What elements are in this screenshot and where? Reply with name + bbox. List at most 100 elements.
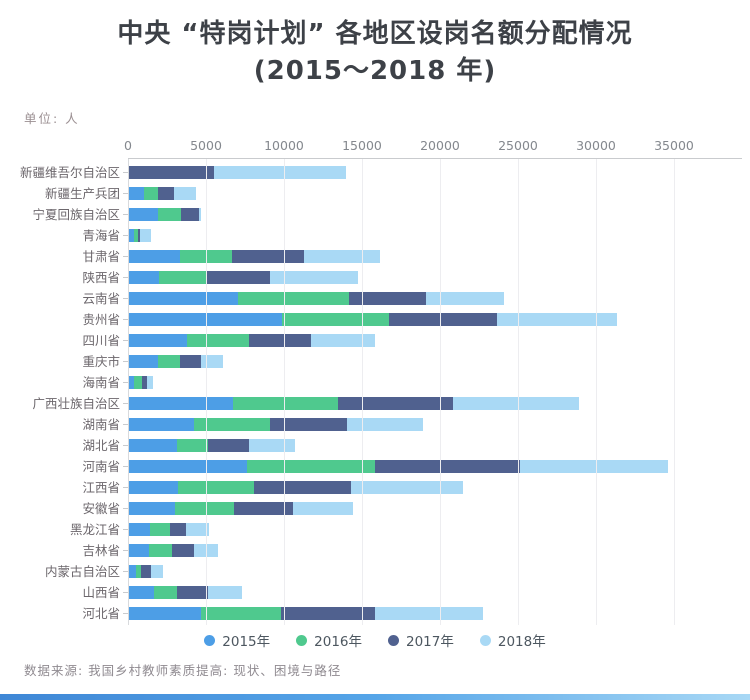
bar-segment-2015年[interactable] <box>128 502 175 515</box>
legend-item-2016年[interactable]: 2016年 <box>296 630 362 650</box>
bar-segment-2016年[interactable] <box>134 376 142 389</box>
bar-segment-2015年[interactable] <box>128 523 150 536</box>
bar-segment-2015年[interactable] <box>128 460 247 473</box>
stacked-bar <box>128 544 218 557</box>
bar-segment-2017年[interactable] <box>206 271 270 284</box>
bar-segment-2015年[interactable] <box>128 313 282 326</box>
bar-segment-2016年[interactable] <box>149 544 172 557</box>
bar-segment-2015年[interactable] <box>128 208 158 221</box>
bar-segment-2018年[interactable] <box>186 523 209 536</box>
gridline <box>128 159 129 625</box>
bar-segment-2015年[interactable] <box>128 334 187 347</box>
stacked-bar <box>128 502 353 515</box>
bar-segment-2017年[interactable] <box>141 565 151 578</box>
bar-segment-2018年[interactable] <box>174 187 196 200</box>
bar-segment-2016年[interactable] <box>177 439 208 452</box>
bar-segment-2017年[interactable] <box>232 250 304 263</box>
bar-segment-2016年[interactable] <box>159 271 206 284</box>
chart-row: 湖南省 <box>0 414 750 435</box>
bar-segment-2016年[interactable] <box>247 460 375 473</box>
bar-segment-2015年[interactable] <box>128 376 134 389</box>
bar-segment-2016年[interactable] <box>134 229 138 242</box>
bar-segment-2018年[interactable] <box>347 418 423 431</box>
bar-segment-2018年[interactable] <box>304 250 380 263</box>
bar-segment-2017年[interactable] <box>180 355 201 368</box>
bar-segment-2017年[interactable] <box>349 292 426 305</box>
bar-segment-2018年[interactable] <box>208 586 242 599</box>
bar-segment-2016年[interactable] <box>282 313 389 326</box>
bar-segment-2017年[interactable] <box>128 166 214 179</box>
bar-segment-2015年[interactable] <box>128 481 178 494</box>
category-label: 湖北省 <box>82 438 120 453</box>
bar-segment-2018年[interactable] <box>201 355 223 368</box>
legend-item-2017年[interactable]: 2017年 <box>388 630 454 650</box>
legend-dot-icon <box>296 634 308 646</box>
bar-segment-2015年[interactable] <box>128 355 158 368</box>
bar-segment-2017年[interactable] <box>270 418 347 431</box>
bar-segment-2017年[interactable] <box>181 208 199 221</box>
bar-segment-2015年[interactable] <box>128 586 154 599</box>
bar-segment-2017年[interactable] <box>142 376 147 389</box>
bar-segment-2016年[interactable] <box>154 586 177 599</box>
bar-segment-2018年[interactable] <box>520 460 668 473</box>
bar-segment-2017年[interactable] <box>234 502 293 515</box>
bar-segment-2018年[interactable] <box>351 481 463 494</box>
bottom-accent-bar <box>0 694 750 700</box>
bar-segment-2016年[interactable] <box>150 523 170 536</box>
gridline <box>362 159 363 625</box>
bar-segment-2016年[interactable] <box>178 481 254 494</box>
bar-segment-2017年[interactable] <box>249 334 311 347</box>
bar-segment-2018年[interactable] <box>151 565 163 578</box>
bar-segment-2018年[interactable] <box>147 376 153 389</box>
bar-segment-2015年[interactable] <box>128 250 180 263</box>
bar-segment-2018年[interactable] <box>453 397 579 410</box>
bar-segment-2015年[interactable] <box>128 397 233 410</box>
bar-segment-2016年[interactable] <box>158 355 180 368</box>
bar-segment-2018年[interactable] <box>214 166 346 179</box>
bar-segment-2017年[interactable] <box>281 607 375 620</box>
bar-segment-2015年[interactable] <box>128 607 201 620</box>
category-label: 新疆维吾尔自治区 <box>19 165 120 180</box>
legend-item-2015年[interactable]: 2015年 <box>204 630 270 650</box>
bar-segment-2018年[interactable] <box>311 334 375 347</box>
bar-segment-2016年[interactable] <box>238 292 349 305</box>
bar-segment-2015年[interactable] <box>128 439 177 452</box>
bar-segment-2016年[interactable] <box>201 607 281 620</box>
bar-segment-2016年[interactable] <box>136 565 141 578</box>
x-axis-tick-label: 15000 <box>342 138 382 153</box>
bar-segment-2018年[interactable] <box>497 313 617 326</box>
bar-segment-2018年[interactable] <box>293 502 353 515</box>
bar-segment-2017年[interactable] <box>158 187 174 200</box>
bar-segment-2015年[interactable] <box>128 544 149 557</box>
bar-segment-2018年[interactable] <box>199 208 201 221</box>
y-axis-tick-mark <box>123 193 128 194</box>
bar-segment-2017年[interactable] <box>177 586 208 599</box>
bar-segment-2015年[interactable] <box>128 418 194 431</box>
bar-segment-2017年[interactable] <box>338 397 453 410</box>
bar-segment-2018年[interactable] <box>270 271 358 284</box>
bar-segment-2016年[interactable] <box>194 418 270 431</box>
bar-segment-2017年[interactable] <box>375 460 520 473</box>
bar-segment-2017年[interactable] <box>389 313 497 326</box>
bar-segment-2015年[interactable] <box>128 229 134 242</box>
bar-segment-2016年[interactable] <box>144 187 158 200</box>
bar-segment-2017年[interactable] <box>254 481 351 494</box>
bar-segment-2015年[interactable] <box>128 292 238 305</box>
bar-segment-2017年[interactable] <box>138 229 140 242</box>
bar-segment-2017年[interactable] <box>172 544 194 557</box>
bar-segment-2018年[interactable] <box>249 439 295 452</box>
bar-segment-2016年[interactable] <box>187 334 249 347</box>
bar-segment-2015年[interactable] <box>128 271 159 284</box>
bar-segment-2016年[interactable] <box>158 208 181 221</box>
bar-segment-2018年[interactable] <box>426 292 504 305</box>
bar-segment-2017年[interactable] <box>208 439 249 452</box>
bar-segment-2016年[interactable] <box>233 397 338 410</box>
bar-segment-2015年[interactable] <box>128 187 144 200</box>
bar-segment-2016年[interactable] <box>175 502 234 515</box>
bar-segment-2018年[interactable] <box>140 229 151 242</box>
bar-segment-2018年[interactable] <box>375 607 483 620</box>
bar-segment-2017年[interactable] <box>170 523 186 536</box>
legend-item-2018年[interactable]: 2018年 <box>479 630 546 650</box>
stacked-bar <box>128 481 463 494</box>
bar-segment-2015年[interactable] <box>128 565 136 578</box>
